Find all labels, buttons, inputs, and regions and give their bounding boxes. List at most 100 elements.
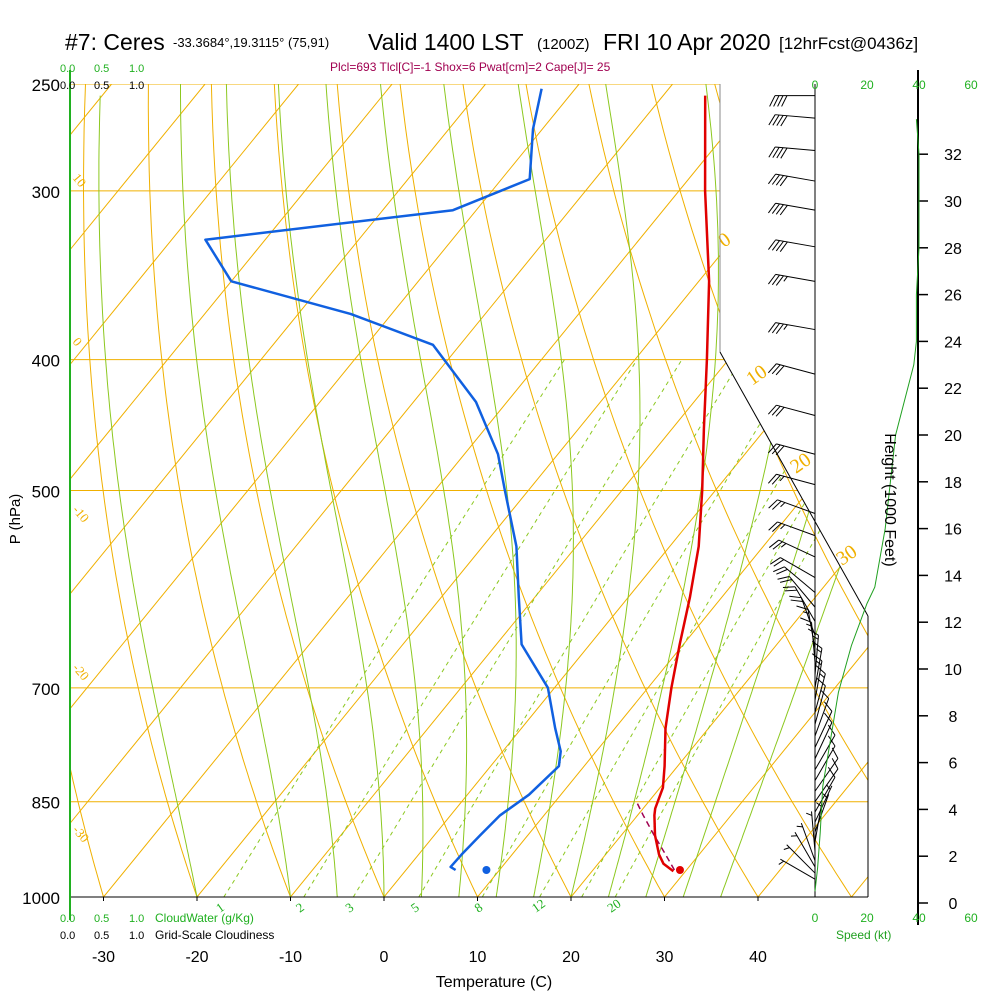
wind-barb-feather <box>771 174 780 185</box>
mixing-ratio-line <box>614 359 868 897</box>
wind-barb <box>790 832 816 868</box>
forecast-cycle: [12hrFcst@0436z] <box>779 34 918 53</box>
wind-barbs <box>767 95 839 880</box>
tick-labels: 002020404060602503004005007008501000-30-… <box>22 76 978 966</box>
wind-barb-feather <box>775 275 784 286</box>
wind-barb-feather <box>776 147 784 159</box>
valid-time: Valid 1400 LST <box>368 29 524 55</box>
wind-speed-profile <box>814 119 920 892</box>
wind-barb-feather <box>771 444 781 455</box>
isotherm-label: -10 <box>70 502 93 525</box>
wind-barb <box>767 404 816 417</box>
moist-adiabat-line <box>517 84 574 897</box>
wind-barb <box>767 473 816 486</box>
isotherm-line <box>0 84 18 897</box>
wind-barb <box>814 701 833 748</box>
wind-barb-staff <box>814 768 839 802</box>
wind-barb-staff <box>814 745 836 781</box>
pressure-tick-label: 700 <box>32 680 60 699</box>
wind-barb <box>778 858 816 880</box>
wind-barb <box>768 146 816 159</box>
wind-barb-feather <box>768 499 778 509</box>
mixing-ratio-line <box>303 359 638 897</box>
cloudwater-scale-top-0: 0.0 <box>60 63 75 75</box>
wind-barb <box>768 539 816 558</box>
height-tick-label: 8 <box>949 709 958 726</box>
wind-barb-feather <box>779 241 788 252</box>
wind-barb-feather <box>771 274 780 286</box>
wind-barb-feather <box>768 322 777 333</box>
wind-barb-feather <box>826 784 831 790</box>
isotherm-line <box>70 84 673 897</box>
wind-barb-feather <box>780 147 788 159</box>
wind-barb-staff <box>814 685 826 725</box>
wind-barb-feather <box>780 524 786 530</box>
frame-diagonal <box>719 351 869 617</box>
wind-barb <box>796 605 816 649</box>
height-tick-label: 18 <box>944 475 962 492</box>
cloudwater-label: CloudWater (g/Kg) <box>155 911 254 925</box>
speed-tick-bottom: 40 <box>912 911 926 925</box>
wind-barb-staff <box>800 597 816 636</box>
moist-adiabat-line <box>607 84 719 897</box>
isotherm-label-right: 10 <box>742 361 771 390</box>
wind-barb-feather <box>815 677 826 687</box>
wind-barb-staff <box>775 322 816 331</box>
mixing-ratio-line <box>223 359 565 897</box>
wind-barb-feather <box>776 115 784 126</box>
wind-barb-feather <box>783 324 788 330</box>
wind-barb-staff <box>814 722 833 759</box>
pressure-tick-label: 1000 <box>22 889 60 908</box>
wind-barb <box>770 557 816 578</box>
moist-adiabat-line <box>277 84 385 897</box>
height-tick-label: 10 <box>944 662 962 679</box>
wind-barb-staff <box>814 660 823 701</box>
moist-adiabat-line <box>570 84 641 897</box>
wind-barb-feather <box>775 445 785 456</box>
dry-adiabat-line <box>708 84 868 897</box>
isotherm-label-right: 30 <box>832 541 861 570</box>
wind-barb-feather <box>776 568 788 575</box>
wind-barb-feather <box>769 95 776 107</box>
moist-adiabat-line <box>180 84 291 897</box>
wind-barb-feather <box>816 660 822 666</box>
wind-barb-staff <box>786 844 816 874</box>
mixing-ratio-line <box>481 359 799 897</box>
wind-barb <box>773 566 816 593</box>
wind-barb-staff <box>777 499 816 514</box>
wind-barb <box>768 239 816 252</box>
mixing-ratio-line <box>418 359 742 897</box>
wind-barb-feather <box>772 541 783 550</box>
speed-tick-bottom: 0 <box>812 911 819 925</box>
mixing-ratio-label: 20 <box>604 896 623 916</box>
mixing-ratio-line <box>539 359 851 897</box>
wind-barb-feather <box>775 365 785 376</box>
wind-barb-feather <box>789 595 802 599</box>
temperature-tick-label: -30 <box>92 949 115 966</box>
wind-barb-staff <box>780 557 816 578</box>
temperature-profile <box>653 95 711 873</box>
wind-barb-feather <box>772 500 782 510</box>
wind-barb-staff <box>775 202 816 211</box>
wind-barb-staff <box>807 609 816 649</box>
wind-barb-feather <box>775 175 784 186</box>
pressure-tick-label: 500 <box>32 483 60 502</box>
height-axis-label: Height (1000 Feet) <box>881 433 898 566</box>
pressure-tick-label: 400 <box>32 352 60 371</box>
wind-barb-staff <box>778 539 816 558</box>
dry-adiabat-line <box>0 60 17 926</box>
wind-barb-feather <box>783 276 788 282</box>
dry-adiabat-line <box>957 60 1000 926</box>
wind-barb <box>768 273 816 286</box>
surface-dewpoint-dot <box>482 865 491 874</box>
station-title: #7: Ceres <box>65 29 165 55</box>
mixing-ratio-label: 8 <box>471 899 485 915</box>
speed-tick-top: 40 <box>912 78 926 92</box>
wind-barb-feather <box>768 539 780 548</box>
wind-barb-feather <box>820 689 830 699</box>
wind-barb-feather <box>831 758 839 770</box>
wind-barb <box>814 784 833 823</box>
wind-barb-feather <box>771 203 780 214</box>
wind-barb <box>769 95 815 107</box>
